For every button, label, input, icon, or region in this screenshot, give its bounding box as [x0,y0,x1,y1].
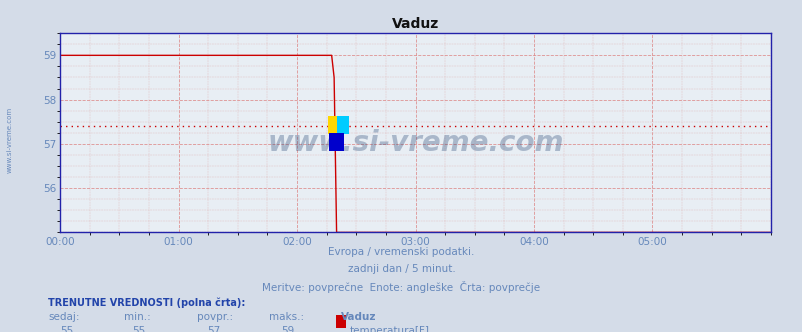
Text: Meritve: povprečne  Enote: angleške  Črta: povprečje: Meritve: povprečne Enote: angleške Črta:… [262,281,540,292]
Text: Evropa / vremenski podatki.: Evropa / vremenski podatki. [328,247,474,257]
Text: Vaduz: Vaduz [341,312,376,322]
Text: 59: 59 [281,326,294,332]
Text: 55: 55 [60,326,74,332]
Text: TRENUTNE VREDNOSTI (polna črta):: TRENUTNE VREDNOSTI (polna črta): [48,297,245,308]
Text: www.si-vreme.com: www.si-vreme.com [6,106,12,173]
Text: maks.:: maks.: [269,312,304,322]
Title: Vaduz: Vaduz [391,17,439,31]
Text: 57: 57 [207,326,221,332]
Text: povpr.:: povpr.: [196,312,233,322]
Text: 55: 55 [132,326,146,332]
Text: www.si-vreme.com: www.si-vreme.com [267,129,563,157]
Text: zadnji dan / 5 minut.: zadnji dan / 5 minut. [347,264,455,274]
Text: min.:: min.: [124,312,151,322]
Text: sedaj:: sedaj: [48,312,79,322]
Text: temperatura[F]: temperatura[F] [350,326,430,332]
